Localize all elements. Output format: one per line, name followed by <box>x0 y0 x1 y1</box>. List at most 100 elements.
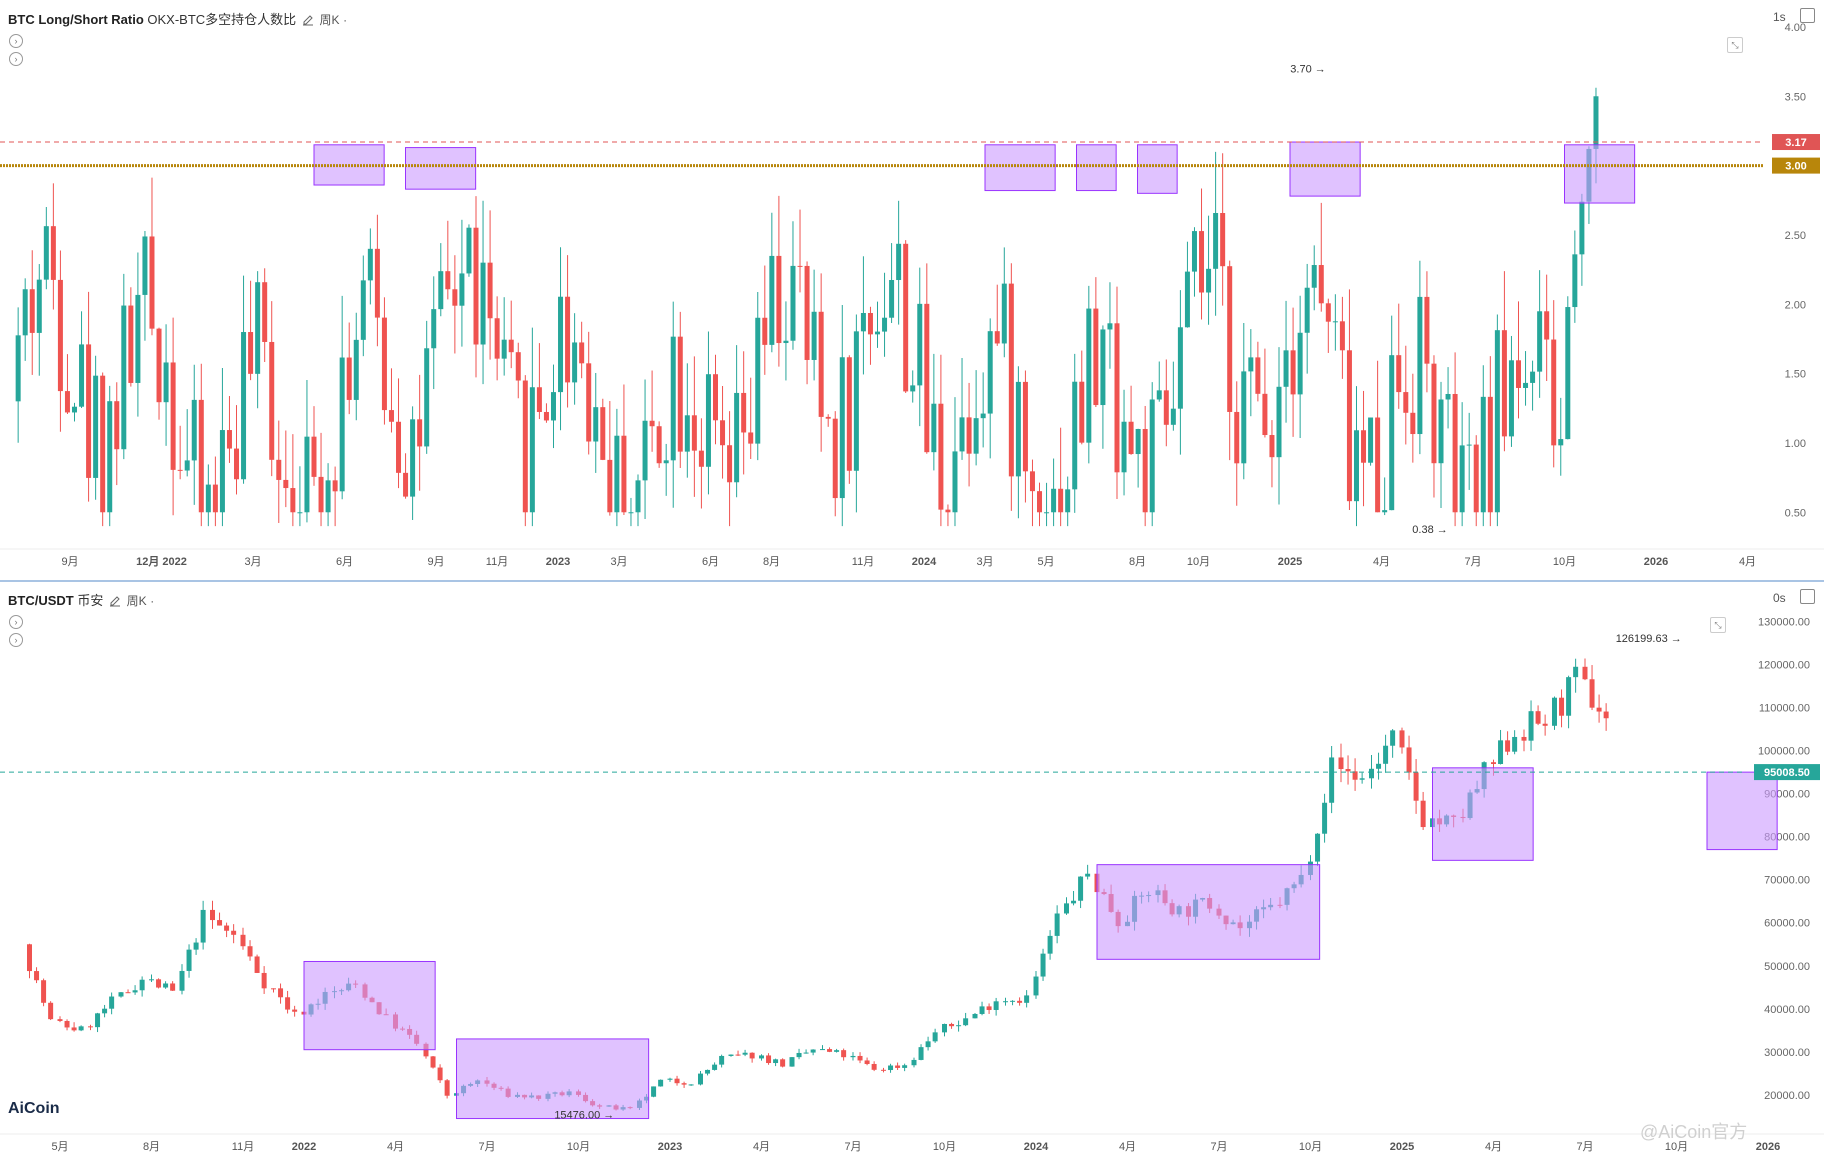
bottom-period[interactable]: 周K <box>126 594 147 608</box>
long-short-ratio-pane[interactable]: BTC Long/Short Ratio OKX-BTC多空持仓人数比 周K ·… <box>0 0 1824 580</box>
candle-body <box>1352 771 1358 780</box>
edit-icon[interactable] <box>302 14 314 26</box>
candle-body <box>283 479 289 489</box>
top-countdown: 1s <box>1773 10 1786 24</box>
candle-body <box>705 374 711 467</box>
candle-body <box>114 401 120 450</box>
highlight-box <box>1076 144 1117 192</box>
candle-body <box>271 988 276 990</box>
candle-body <box>987 331 993 414</box>
candle-body <box>1065 489 1071 513</box>
candle-body <box>766 1055 772 1064</box>
expand-icon[interactable]: › <box>9 633 23 647</box>
candle-body <box>1431 363 1437 464</box>
candle-body <box>797 265 803 267</box>
candle-body <box>1480 396 1486 513</box>
x-tick-label: 6月 <box>702 556 719 568</box>
edit-icon[interactable] <box>109 595 121 607</box>
candle-body <box>1156 390 1162 400</box>
candle-body <box>262 282 268 342</box>
pane-divider[interactable] <box>0 580 1824 582</box>
btc-price-pane[interactable]: BTC/USDT 币安 周K · › › 0s ⤡ <box>0 580 1824 1156</box>
candle-body <box>437 1067 443 1081</box>
candle-body <box>572 342 578 383</box>
candle-body <box>720 420 726 446</box>
annotation-label: 15476.00 → <box>554 1109 614 1121</box>
candle-body <box>1494 330 1500 513</box>
candle-body <box>1445 393 1451 400</box>
candle-body <box>205 484 211 513</box>
candle-body <box>621 435 627 513</box>
x-tick-label: 10月 <box>1553 556 1576 568</box>
candle-body <box>1535 711 1541 724</box>
x-tick-label: 6月 <box>336 556 353 568</box>
candle-body <box>783 340 789 344</box>
candle-body <box>1579 201 1585 255</box>
candle-body <box>102 1008 108 1014</box>
candle-body <box>179 970 185 991</box>
x-tick-label: 11月 <box>852 556 874 568</box>
maximize-icon[interactable] <box>1800 589 1815 604</box>
candle-body <box>972 1013 978 1019</box>
candle-body <box>1128 421 1134 455</box>
top-period[interactable]: 周K <box>319 13 340 27</box>
x-tick-label: 8月 <box>143 1141 160 1153</box>
candle-body <box>1589 679 1595 708</box>
candle-body <box>231 930 237 935</box>
y-tick-label: 0.50 <box>1785 507 1806 519</box>
highlight-box <box>1289 141 1361 197</box>
candle-body <box>565 296 571 383</box>
candle-body <box>1163 390 1169 425</box>
candle-body <box>938 403 944 510</box>
price-line-badge <box>1772 134 1820 151</box>
x-tick-label: 2023 <box>546 556 570 568</box>
candle-body <box>444 1080 450 1096</box>
candle-body <box>297 512 303 514</box>
candle-body <box>895 1065 901 1068</box>
x-tick-label: 10月 <box>567 1141 590 1153</box>
maximize-icon[interactable] <box>1800 8 1815 23</box>
candle-body <box>1346 350 1352 502</box>
logo-text: AiCoin <box>8 1100 60 1117</box>
expand-icon[interactable]: › <box>9 615 23 629</box>
collapse-icon[interactable]: ⤡ <box>1710 617 1726 633</box>
candle-body <box>36 279 42 333</box>
candle-body <box>149 236 155 329</box>
candle-body <box>396 421 402 473</box>
candle-body <box>1114 323 1120 473</box>
candle-body <box>48 1002 54 1020</box>
x-tick-label: 4月 <box>387 1141 404 1153</box>
candle-body <box>240 934 246 947</box>
candle-body <box>1498 740 1504 764</box>
expand-icon[interactable]: › <box>9 52 23 66</box>
x-tick-label: 4月 <box>1119 1141 1136 1153</box>
expand-icon[interactable]: › <box>9 34 23 48</box>
candle-body <box>1487 396 1493 513</box>
candle-body <box>1015 381 1021 477</box>
candle-body <box>1269 435 1275 458</box>
candle-body <box>728 1054 734 1056</box>
candle-body <box>735 1054 741 1056</box>
candle-body <box>318 476 324 513</box>
candle-body <box>494 318 500 359</box>
candle-body <box>360 280 366 340</box>
candle-body <box>614 435 620 513</box>
candle-body <box>1003 1001 1008 1003</box>
price-line-label: 3.00 <box>1785 161 1806 173</box>
candle-body <box>853 331 859 471</box>
candle-body <box>424 348 430 447</box>
candle-body <box>1417 296 1423 435</box>
x-tick-label: 11月 <box>232 1141 254 1153</box>
candle-body <box>1085 873 1091 877</box>
x-tick-label: 4月 <box>1373 556 1390 568</box>
candle-body <box>1071 900 1077 904</box>
candle-body <box>674 1078 680 1084</box>
candle-body <box>651 1086 657 1097</box>
candle-body <box>896 243 902 281</box>
candle-body <box>1596 707 1602 712</box>
candle-body <box>867 313 873 335</box>
candle-body <box>980 413 986 419</box>
candle-body <box>550 392 556 421</box>
collapse-icon[interactable]: ⤡ <box>1727 37 1743 53</box>
